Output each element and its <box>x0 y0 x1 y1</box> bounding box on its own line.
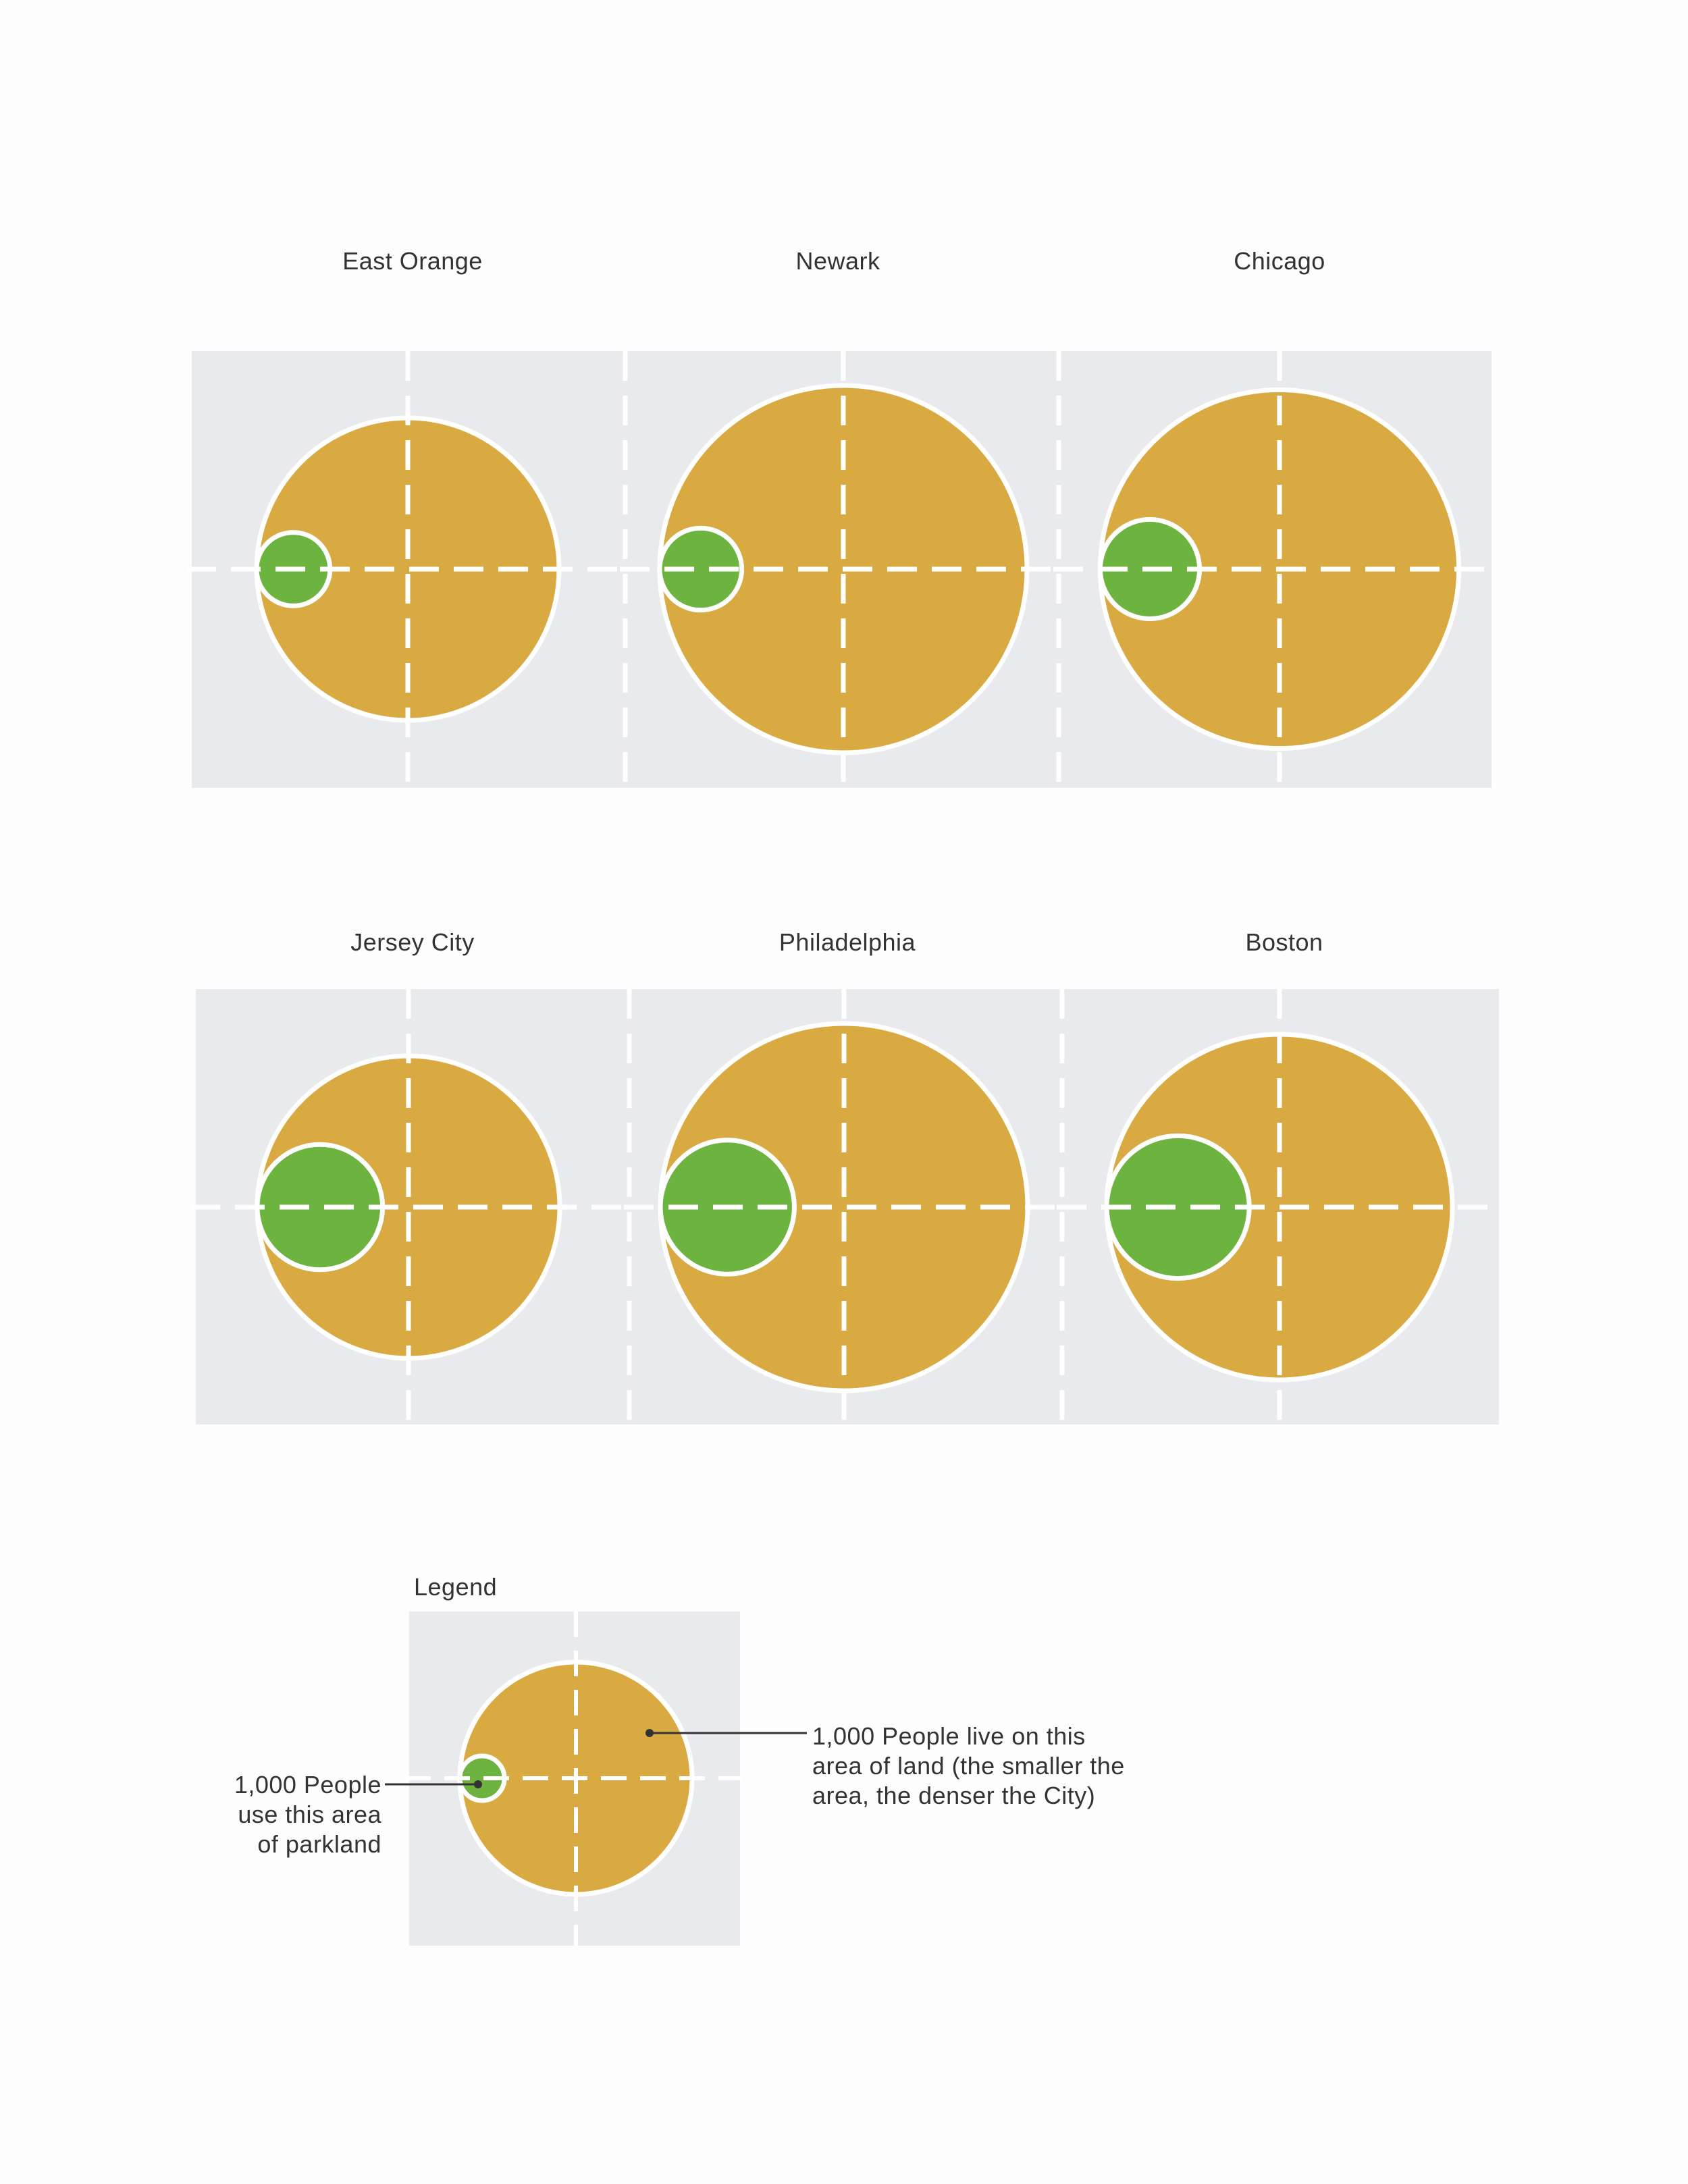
legend-land-label-line-2: area of land (the smaller the <box>812 1752 1125 1780</box>
city-glyph-philadelphia <box>624 989 1067 1424</box>
legend-glyph <box>385 1612 807 1946</box>
city-glyph-newark <box>620 351 1064 788</box>
city-glyph-chicago <box>1053 351 1497 788</box>
legend-park-label-line-2: use this area <box>238 1801 381 1828</box>
city-glyph-east-orange <box>186 351 631 788</box>
legend-park-label-line-1: 1,000 People <box>234 1771 381 1799</box>
legend-land-label-line-1: 1,000 People live on this <box>812 1722 1086 1750</box>
legend-title: Legend <box>414 1573 498 1601</box>
legend-park-label-line-3: of parkland <box>257 1830 381 1858</box>
parkland-circle <box>255 1142 386 1273</box>
parkland-circle <box>657 525 745 613</box>
legend-park-leader-dot <box>474 1780 482 1788</box>
legend-land-leader-dot <box>645 1729 654 1737</box>
legend-land-label: 1,000 People live on this area of land (… <box>812 1722 1125 1811</box>
city-glyph-boston <box>1057 989 1504 1424</box>
city-label-chicago: Chicago <box>1234 247 1325 275</box>
city-label-east-orange: East Orange <box>342 247 483 275</box>
city-glyph-jersey-city <box>190 989 635 1424</box>
city-label-boston: Boston <box>1245 928 1323 956</box>
city-label-philadelphia: Philadelphia <box>779 928 916 956</box>
city-label-jersey-city: Jersey City <box>350 928 475 956</box>
legend-land-label-line-3: area, the denser the City) <box>812 1782 1096 1809</box>
legend-park-label: 1,000 People use this area of parkland <box>165 1770 381 1859</box>
city-label-newark: Newark <box>795 247 880 275</box>
